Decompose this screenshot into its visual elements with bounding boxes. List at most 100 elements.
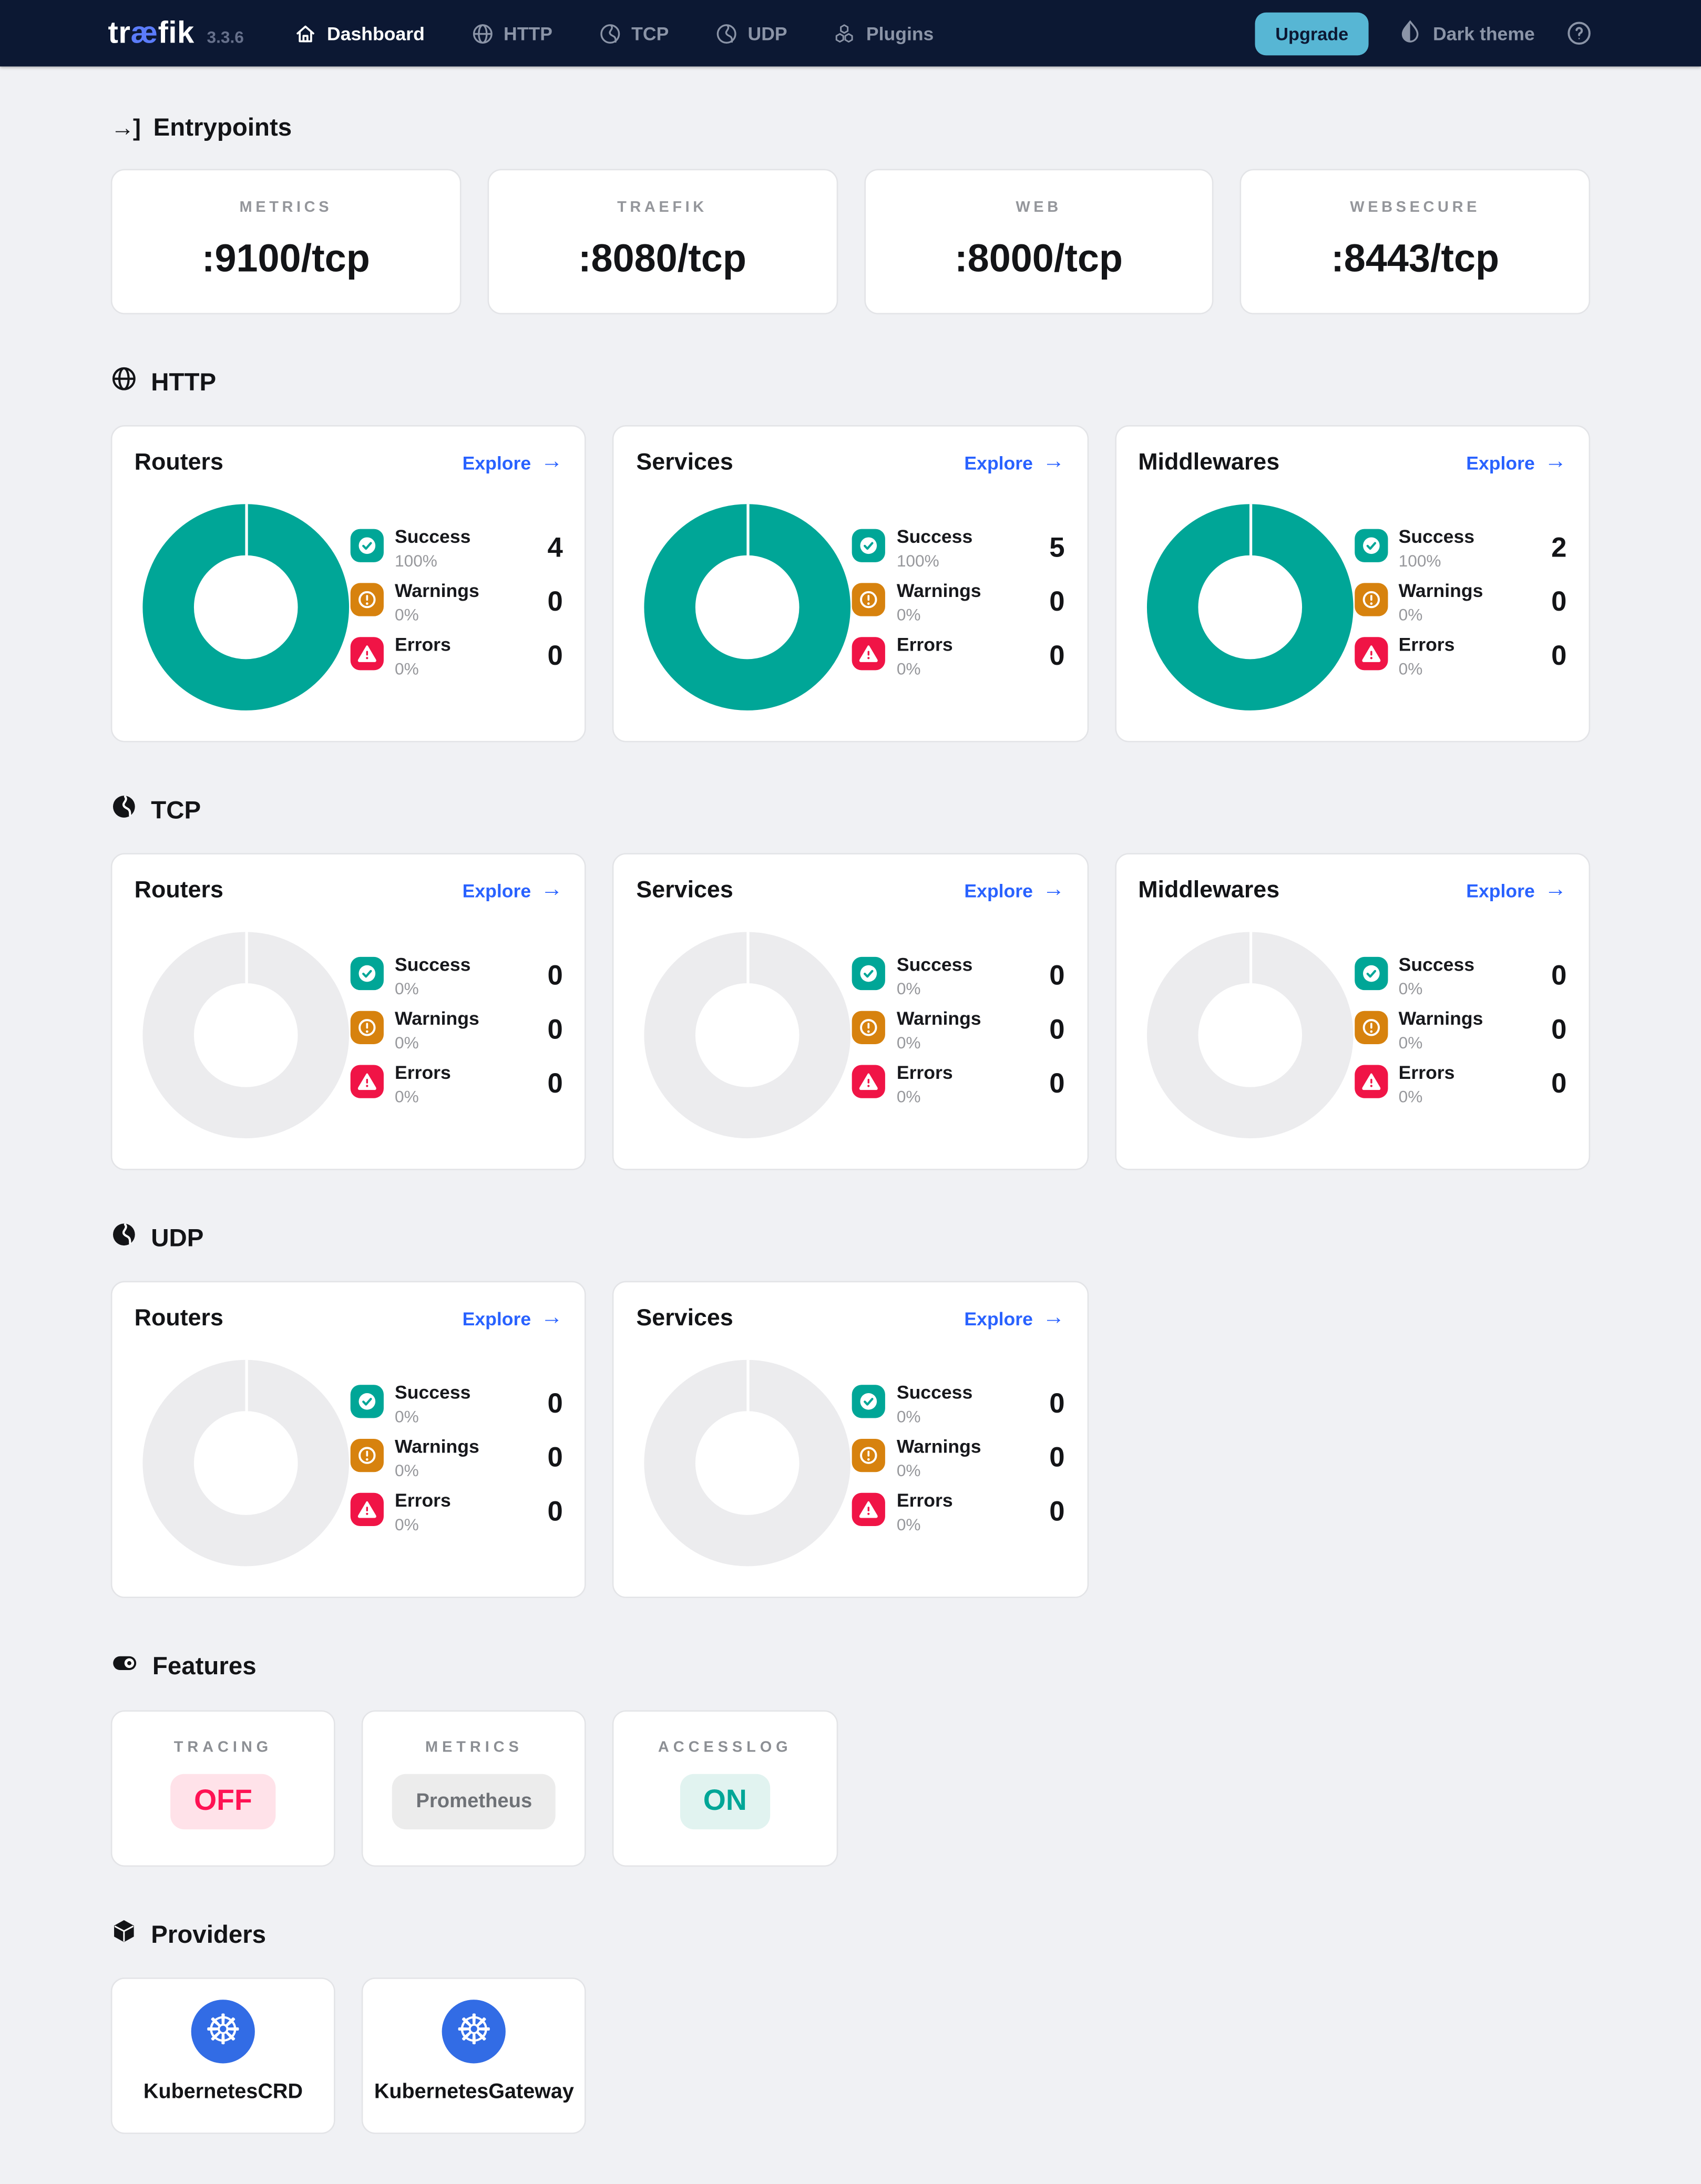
section-title: UDP: [151, 1223, 204, 1251]
stat-count: 5: [1049, 532, 1065, 563]
stat-count: 0: [1049, 960, 1065, 991]
stat-label: Warnings: [896, 1008, 981, 1029]
entrypoints-icon: →]: [110, 114, 141, 141]
status-donut-chart: [1146, 504, 1354, 712]
udp-icon: [111, 1221, 137, 1254]
stat-label: Errors: [896, 1490, 953, 1511]
home-icon: [294, 22, 317, 45]
udp-services-card: Services Explore → Success 0% 0 Warnings 0: [612, 1281, 1089, 1599]
stat-count: 0: [1049, 1442, 1065, 1473]
stat-count: 0: [1049, 640, 1065, 671]
error-icon: [852, 1065, 886, 1098]
tcp-middlewares-card: Middlewares Explore → Success 0% 0 Warnin: [1114, 853, 1591, 1170]
stat-warnings: Warnings 0% 0: [852, 1008, 1065, 1053]
explore-link[interactable]: Explore →: [463, 1306, 563, 1331]
stat-count: 0: [1049, 1496, 1065, 1527]
stat-count: 0: [1551, 1014, 1567, 1045]
explore-link[interactable]: Explore →: [463, 878, 563, 903]
nav-item-label: TCP: [631, 23, 669, 44]
stats-list: Success 100% 4 Warnings 0% 0 Errors 0% 0: [350, 504, 563, 712]
card-title: Routers: [134, 877, 223, 903]
theme-toggle[interactable]: Dark theme: [1400, 19, 1535, 48]
arrow-right-icon: →: [1042, 878, 1065, 902]
stat-count: 0: [1551, 586, 1567, 617]
features-section-header: Features: [111, 1650, 1590, 1684]
stat-label: Warnings: [896, 1436, 981, 1457]
nav-item-dashboard[interactable]: Dashboard: [294, 22, 425, 45]
card-title: Routers: [134, 448, 223, 475]
nav-item-plugins[interactable]: Plugins: [833, 22, 934, 45]
explore-label: Explore: [964, 1307, 1033, 1329]
stats-list: Success 100% 5 Warnings 0% 0 Errors 0% 0: [852, 504, 1065, 712]
provider-card-kubernetescrd: ☸ KubernetesCRD: [110, 1977, 336, 2134]
nav-item-label: UDP: [747, 23, 787, 44]
stat-warnings: Warnings 0% 0: [852, 1436, 1065, 1480]
explore-link[interactable]: Explore →: [964, 450, 1064, 475]
success-icon: [852, 1385, 886, 1418]
entrypoint-port: :8443/tcp: [1331, 236, 1500, 280]
stat-warnings: Warnings 0% 0: [1354, 580, 1566, 624]
stat-label: Success: [896, 526, 973, 547]
section-title: TCP: [151, 795, 201, 823]
explore-link[interactable]: Explore →: [964, 878, 1064, 903]
nav-item-udp[interactable]: UDP: [714, 22, 787, 45]
stat-label: Success: [1398, 526, 1475, 547]
nav-menu: Dashboard HTTP TCP UDP Plugins: [294, 22, 934, 45]
entrypoints-grid: METRICS :9100/tcp TRAEFIK :8080/tcp WEB …: [110, 169, 1591, 315]
stat-label: Errors: [395, 1490, 451, 1511]
udp-grid: Routers Explore → Success 0% 0 Warnings 0%: [110, 1281, 1590, 1599]
status-donut-chart: [142, 504, 350, 712]
traefik-logo[interactable]: træfik 3.3.6: [108, 15, 244, 51]
logo-text: træfik: [108, 15, 194, 50]
stat-label: Success: [395, 1382, 471, 1403]
http-middlewares-card: Middlewares Explore → Success 100% 2 Warn: [1114, 425, 1591, 743]
globe-icon: [111, 366, 137, 399]
stat-count: 0: [1049, 1068, 1065, 1099]
top-navbar: træfik 3.3.6 Dashboard HTTP TCP UDP: [0, 0, 1701, 67]
success-icon: [852, 956, 886, 991]
stat-percent: 0%: [395, 1407, 419, 1427]
explore-link[interactable]: Explore →: [1466, 878, 1566, 903]
nav-item-label: HTTP: [504, 23, 552, 44]
success-icon: [852, 529, 886, 562]
success-icon: [350, 956, 384, 991]
provider-name: KubernetesGateway: [374, 2080, 574, 2104]
stat-percent: 0%: [896, 659, 921, 679]
stat-count: 2: [1551, 532, 1567, 563]
version-label: 3.3.6: [207, 27, 244, 47]
section-title: HTTP: [151, 367, 217, 396]
error-icon: [350, 1492, 384, 1526]
stat-count: 0: [1049, 586, 1065, 617]
stat-label: Errors: [896, 1062, 953, 1083]
stat-percent: 0%: [395, 659, 419, 679]
warning-icon: [350, 1438, 384, 1472]
error-icon: [1354, 637, 1388, 671]
stat-label: Errors: [395, 1062, 451, 1083]
explore-link[interactable]: Explore →: [1466, 450, 1566, 475]
dashboard-content: →] Entrypoints METRICS :9100/tcp TRAEFIK…: [110, 114, 1591, 2184]
upgrade-button[interactable]: Upgrade: [1254, 12, 1369, 55]
nav-item-http[interactable]: HTTP: [470, 22, 552, 45]
explore-label: Explore: [964, 880, 1033, 901]
error-icon: [1354, 1065, 1388, 1098]
help-icon[interactable]: [1565, 19, 1593, 47]
theme-toggle-label: Dark theme: [1432, 23, 1535, 44]
status-donut-chart: [644, 504, 852, 712]
stat-label: Success: [395, 526, 471, 547]
stat-errors: Errors 0% 0: [350, 1490, 563, 1534]
arrow-right-icon: →: [1544, 878, 1567, 902]
explore-link[interactable]: Explore →: [463, 450, 563, 475]
feature-card-accesslog: ACCESSLOG ON: [612, 1710, 837, 1867]
stat-count: 0: [1049, 1014, 1065, 1045]
entrypoint-port: :8000/tcp: [955, 236, 1123, 280]
udp-routers-card: Routers Explore → Success 0% 0 Warnings 0%: [110, 1281, 587, 1599]
stats-list: Success 0% 0 Warnings 0% 0 Errors 0% 0: [350, 932, 563, 1139]
stat-percent: 0%: [1398, 1087, 1423, 1107]
stat-success: Success 0% 0: [350, 1382, 563, 1427]
explore-label: Explore: [1466, 880, 1535, 901]
stat-count: 4: [547, 532, 563, 563]
nav-item-tcp[interactable]: TCP: [598, 22, 669, 45]
feature-name: ACCESSLOG: [658, 1739, 792, 1756]
package-icon: [111, 1918, 137, 1951]
explore-link[interactable]: Explore →: [964, 1306, 1064, 1331]
